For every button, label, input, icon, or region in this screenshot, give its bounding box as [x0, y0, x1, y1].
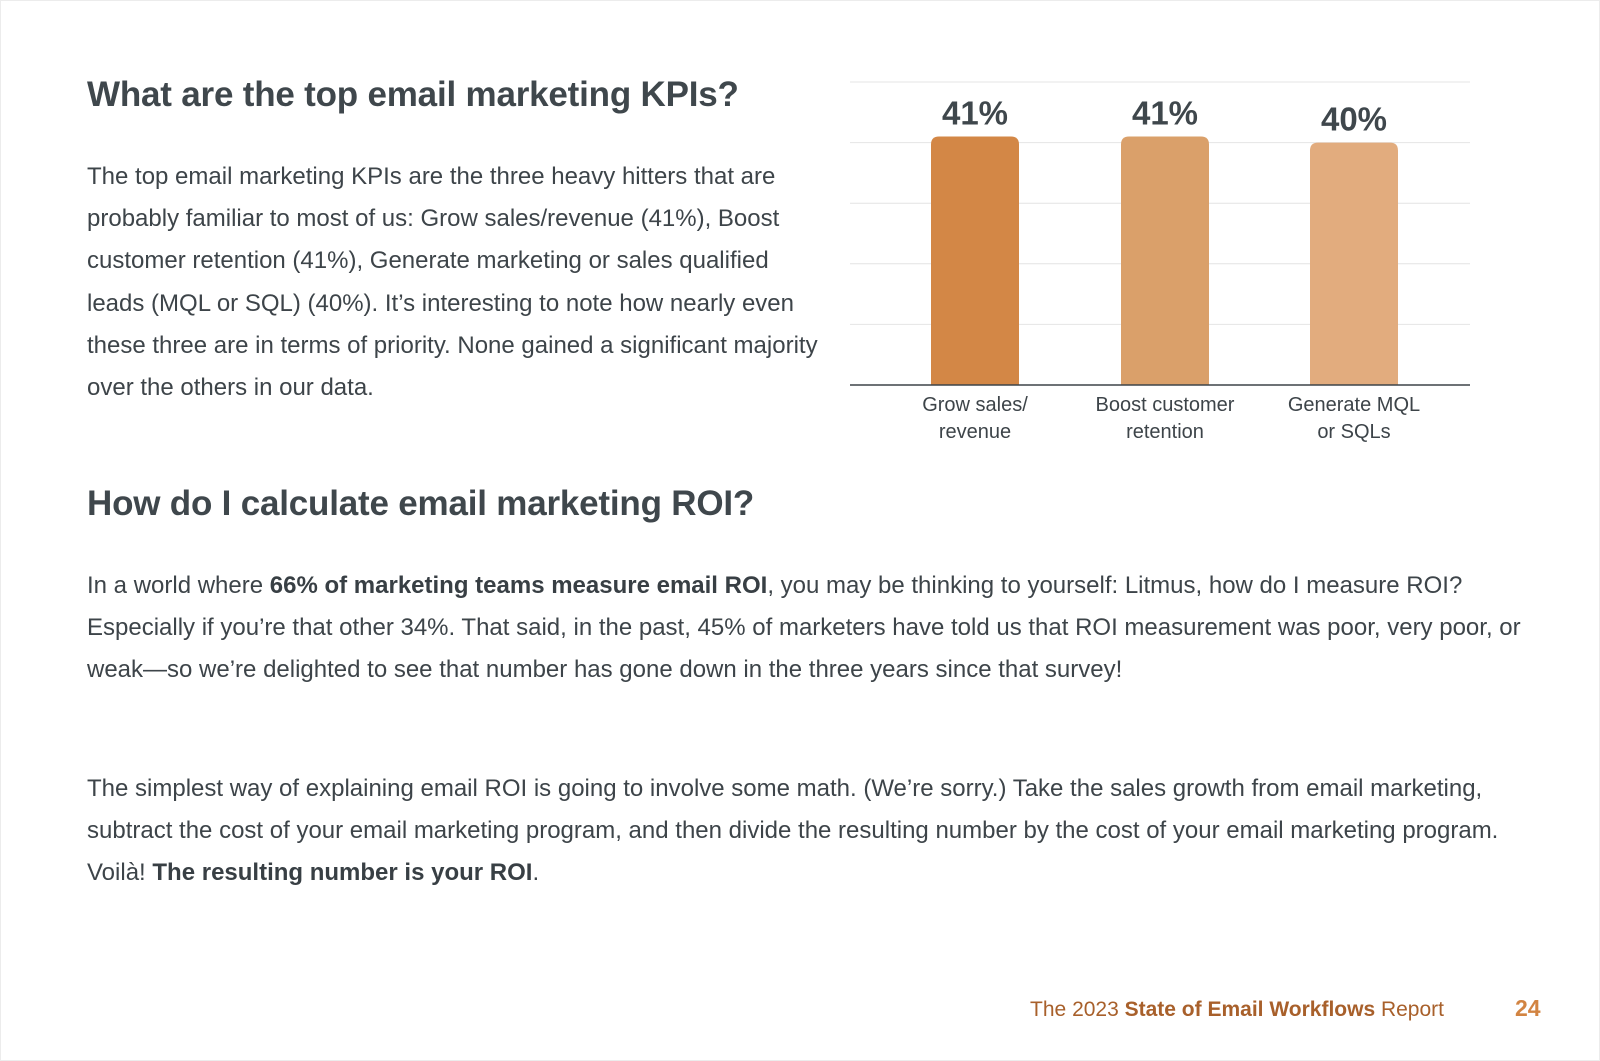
category-label-2-line-1: Boost customer — [1096, 394, 1235, 416]
kpi-bar-chart: 41% Grow sales/revenue 41% Boost customer re… — [850, 70, 1490, 470]
footer-bold: State of Email Workflows — [1124, 998, 1376, 1021]
footer-prefix: The 2023 — [1030, 998, 1125, 1021]
roi-paragraph-2: The simplest way of explaining email ROI… — [87, 768, 1527, 895]
roi-p2-bold: The resulting number is your ROI — [152, 859, 533, 887]
data-label-3: 40% — [1321, 101, 1387, 138]
roi-paragraph-1: In a world where 66% of marketing teams … — [87, 565, 1527, 692]
category-label-1-line-2: revenue — [939, 421, 1011, 443]
bar-3 — [1310, 142, 1398, 385]
kpi-heading: What are the top email marketing KPIs? — [87, 75, 739, 114]
category-label-3-line-2: or SQLs — [1317, 421, 1390, 443]
bar-2 — [1121, 136, 1209, 385]
roi-p2-text-after: . — [532, 859, 540, 887]
roi-p2-text-before: The simplest way of explaining email ROI… — [87, 775, 1499, 887]
category-label-3-line-1: Generate MQL — [1288, 394, 1420, 416]
roi-p1-text-after: , you may be thinking to yourself: Litmu… — [87, 572, 1521, 684]
chart-svg: 41% Grow sales/revenue 41% Boost customer re… — [850, 81, 1470, 443]
data-label-2: 41% — [1132, 95, 1198, 132]
category-label-2-line-2: retention — [1126, 421, 1204, 443]
kpi-paragraph: The top email marketing KPIs are the thr… — [87, 163, 818, 402]
page-number: 24 — [1515, 995, 1541, 1021]
roi-heading: How do I calculate email marketing ROI? — [87, 484, 755, 523]
bar-1 — [931, 136, 1019, 385]
data-label-1: 41% — [942, 95, 1008, 132]
roi-p1-text-before: In a world where — [87, 572, 270, 599]
footer-report-title: The 2023 State of Email Workflows Report — [1030, 998, 1444, 1022]
footer-suffix: Report — [1375, 998, 1444, 1021]
roi-p1-bold: 66% of marketing teams measure email ROI — [269, 572, 768, 599]
category-label-1-line-1: Grow sales/ — [922, 394, 1028, 416]
